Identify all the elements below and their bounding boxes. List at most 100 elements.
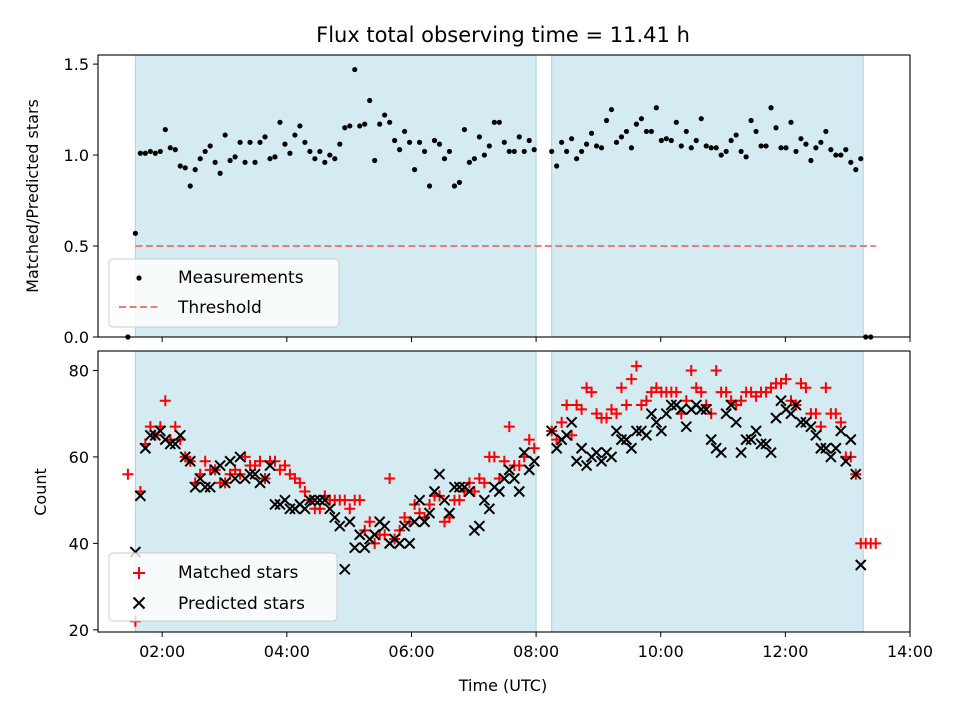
predicted-star-point	[765, 446, 777, 459]
matched-star-point	[695, 386, 707, 398]
measurement-point	[242, 159, 248, 165]
top-y-axis-label: Matched/Predicted stars	[23, 99, 42, 293]
matched-star-point	[830, 408, 842, 420]
measurement-point	[623, 128, 630, 135]
top-x-ticks	[161, 337, 911, 342]
measurement-point	[738, 148, 744, 155]
measurement-point	[511, 148, 517, 155]
predicted-star-point	[805, 420, 817, 433]
matched-star-point	[800, 382, 812, 394]
measurement-point	[574, 156, 580, 162]
measurement-point	[232, 154, 238, 160]
measurement-point	[853, 167, 859, 173]
matched-star-point	[199, 455, 211, 467]
predicted-star-point	[513, 485, 525, 498]
predicted-star-point	[503, 464, 516, 476]
predicted-star-point	[620, 433, 633, 446]
legend-predicted-marker	[132, 596, 146, 610]
predicted-star-point	[840, 455, 852, 467]
measurement-point	[337, 141, 343, 147]
measurement-point	[456, 179, 463, 185]
legend-threshold-label: Threshold	[177, 298, 262, 318]
measurement-point	[773, 125, 779, 131]
measurement-point	[342, 125, 348, 131]
predicted-star-point	[154, 425, 167, 437]
predicted-star-point	[204, 481, 216, 493]
measurement-point	[257, 139, 263, 145]
measurement-point	[858, 156, 864, 162]
measurement-point	[202, 148, 208, 155]
predicted-star-point	[825, 451, 837, 463]
measurement-point	[531, 147, 537, 153]
predicted-star-point	[264, 459, 276, 472]
predicted-star-point	[775, 395, 787, 407]
matched-star-point	[625, 373, 637, 385]
bottom-y-ticks: 20 40 60 80	[69, 361, 98, 640]
measurement-point	[588, 130, 595, 136]
predicted-stars-points	[129, 395, 867, 576]
measurement-point	[302, 139, 308, 145]
matched-star-point	[870, 537, 882, 549]
measurement-point	[397, 147, 403, 153]
measurement-point	[526, 137, 532, 144]
measurement-point	[768, 105, 774, 111]
measurement-point	[678, 143, 684, 149]
predicted-star-point	[214, 459, 226, 472]
predicted-star-point	[219, 477, 231, 489]
top-y-tick-label-3: 1.5	[64, 55, 89, 74]
predicted-star-point	[493, 485, 506, 498]
predicted-star-point	[795, 416, 807, 429]
measurement-point	[162, 126, 168, 133]
measurement-point	[197, 156, 203, 162]
predicted-star-point	[134, 490, 147, 502]
matched-star-point	[620, 399, 632, 411]
measurement-point	[451, 183, 458, 189]
predicted-star-point	[234, 451, 246, 463]
measurement-point	[297, 123, 303, 129]
predicted-star-point	[845, 433, 857, 446]
top-y-tick-label-0: 0.0	[64, 328, 89, 347]
top-legend-box	[108, 258, 340, 328]
measurement-point	[392, 137, 398, 144]
predicted-star-point	[139, 442, 152, 454]
measurement-point	[426, 183, 433, 189]
predicted-star-point	[610, 425, 623, 437]
predicted-star-point	[443, 507, 456, 519]
x-tick-label-2: 06:00	[388, 642, 434, 661]
measurement-point	[564, 148, 570, 155]
predicted-star-point	[423, 507, 436, 519]
measurement-point	[693, 137, 699, 144]
measurement-point	[718, 152, 724, 158]
measurement-point	[569, 136, 575, 142]
measurement-point	[187, 183, 193, 189]
measurement-point	[688, 145, 694, 151]
measurement-point	[648, 128, 654, 135]
top-observing-windows	[134, 54, 864, 338]
predicted-star-point	[428, 485, 441, 498]
predicted-star-point	[745, 433, 757, 446]
measurement-point	[382, 112, 388, 118]
matched-star-point	[488, 451, 500, 463]
measurement-points	[125, 66, 874, 340]
predicted-star-point	[755, 438, 767, 450]
predicted-star-point	[740, 433, 752, 446]
measurement-point	[212, 159, 218, 165]
predicted-star-point	[169, 438, 181, 450]
predicted-star-point	[164, 438, 176, 450]
measurement-point	[147, 148, 153, 155]
x-tick-label-6: 14:00	[887, 642, 933, 661]
measurement-point	[387, 119, 393, 125]
measurement-point	[559, 139, 565, 145]
measurement-point	[262, 134, 268, 140]
measurement-point	[327, 152, 333, 158]
predicted-star-point	[403, 537, 416, 550]
matched-star-point	[513, 460, 525, 472]
matched-star-point	[576, 403, 588, 415]
predicted-star-point	[565, 416, 578, 429]
bottom-y-tick-label-3: 80	[69, 361, 89, 380]
measurement-point	[132, 230, 138, 236]
top-panel: 0.0 0.5 1.0 1.5 Matched/Predicted stars Mea…	[23, 54, 911, 347]
matched-star-point	[610, 408, 622, 420]
measurement-point	[723, 148, 729, 155]
